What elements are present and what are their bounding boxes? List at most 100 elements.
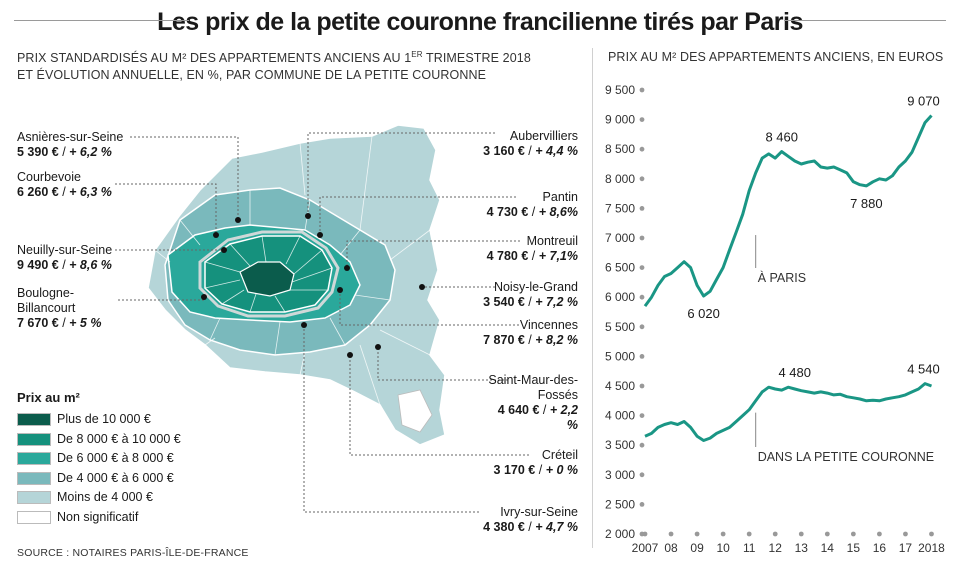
- commune-change: + 8,6 %: [69, 258, 112, 272]
- map-region-paris-centre: [239, 261, 295, 297]
- map-region-non-significant: [397, 389, 433, 433]
- dot-boulogne: [201, 294, 207, 300]
- commune-name: Vincennes: [519, 318, 578, 332]
- x-tick-dot: [772, 531, 778, 537]
- commune-name: Saint-Maur-des-Fossés: [488, 373, 578, 402]
- commune-name: Courbevoie: [17, 170, 81, 184]
- data-label: 9 070: [907, 93, 940, 108]
- legend-label: De 4 000 € à 6 000 €: [57, 470, 174, 485]
- commune-change: + 6,2 %: [69, 145, 112, 159]
- y-tick-dot: [639, 235, 645, 241]
- y-tick-dot: [639, 472, 645, 478]
- commune-price: 6 260 €: [17, 185, 59, 199]
- y-tick-label: 8 000: [605, 172, 635, 186]
- y-tick-dot: [639, 176, 645, 182]
- x-tick-dot: [903, 531, 908, 537]
- series-name-label: À PARIS: [758, 270, 806, 285]
- map-leader-lines: [115, 132, 529, 513]
- commune-label-boulogne: Boulogne-Billancourt 7 670 € / + 5 %: [17, 286, 117, 331]
- commune-price: 4 730 €: [486, 205, 529, 219]
- series-line: [643, 114, 933, 307]
- dot-ivry: [301, 322, 307, 328]
- x-tick-dot: [668, 531, 674, 537]
- data-label: 6 020: [687, 306, 720, 321]
- y-tick-dot: [639, 206, 645, 211]
- y-tick-label: 6 500: [605, 261, 635, 275]
- commune-change: + 7,2 %: [535, 295, 578, 309]
- y-tick-label: 2 000: [605, 527, 635, 541]
- commune-change: + 8,6%: [538, 205, 578, 219]
- commune-price: 7 670 €: [17, 316, 59, 330]
- legend-swatch: [17, 413, 51, 426]
- y-tick-label: 4 500: [605, 379, 635, 393]
- dot-aubervilliers: [305, 213, 311, 219]
- price-line-chart: 2 000 2 500 3 000 3 500 4 000 4 500 5 000 5 500…: [605, 83, 945, 555]
- commune-change: + 8,2 %: [535, 333, 578, 347]
- commune-label-asnieres: Asnières-sur-Seine 5 390 € / + 6,2 %: [17, 130, 124, 159]
- y-tick-label: 7 500: [605, 201, 635, 215]
- x-tick-label: 2018: [918, 541, 945, 555]
- dot-saint-maur: [375, 344, 381, 350]
- y-tick-dot: [639, 265, 645, 270]
- commune-label-aubervilliers: Aubervilliers 3 160 € / + 4,4 %: [483, 129, 578, 158]
- map-subtitle-line-1: PRIX STANDARDISÉS AU M² DES APPARTEMENTS…: [17, 50, 531, 66]
- x-tick-dot: [694, 531, 700, 537]
- commune-name: Neuilly-sur-Seine: [17, 243, 113, 257]
- x-tick-dot: [850, 531, 856, 537]
- x-tick-label: 08: [664, 541, 678, 555]
- commune-label-montreuil: Montreuil 4 780 € / + 7,1%: [486, 234, 578, 263]
- title-rule-right: [784, 20, 946, 21]
- commune-label-ivry: Ivry-sur-Seine 4 380 € / + 4,7 %: [483, 505, 578, 534]
- legend-swatch: [17, 491, 51, 504]
- x-tick-dot: [929, 531, 934, 537]
- y-tick-label: 6 000: [605, 290, 635, 304]
- legend-swatch: [17, 432, 51, 446]
- commune-label-vincennes: Vincennes 7 870 € / + 8,2 %: [483, 318, 578, 347]
- data-label: 4 480: [778, 365, 811, 380]
- x-tick-label: 10: [716, 541, 730, 555]
- x-tick-label: 14: [821, 541, 835, 555]
- commune-price: 4 640 €: [497, 403, 540, 417]
- y-tick-label: 9 000: [605, 113, 635, 127]
- commune-change: + 5 %: [69, 316, 102, 330]
- legend-swatch: [17, 510, 51, 524]
- commune-name: Ivry-sur-Seine: [500, 505, 578, 519]
- series-name-label: DANS LA PETITE COURONNE: [758, 450, 934, 464]
- commune-change: + 4,4 %: [535, 144, 578, 158]
- map-shapes: [147, 124, 446, 446]
- y-tick-label: 7 000: [605, 231, 635, 245]
- commune-price: 9 490 €: [17, 258, 59, 272]
- y-tick-dot: [639, 442, 645, 448]
- commune-label-courbevoie: Courbevoie 6 260 € / + 6,3 %: [17, 170, 112, 199]
- x-tick-label: 2007: [632, 541, 659, 555]
- y-tick-dot: [639, 413, 645, 418]
- dot-courbevoie: [213, 232, 219, 238]
- commune-name: Boulogne-Billancourt: [17, 286, 76, 315]
- commune-name: Noisy-le-Grand: [493, 280, 578, 294]
- commune-price: 5 390 €: [17, 145, 59, 159]
- dot-creteil: [347, 352, 353, 358]
- commune-label-noisy: Noisy-le-Grand 3 540 € / + 7,2 %: [483, 280, 578, 309]
- x-tick-dot: [824, 531, 830, 537]
- y-tick-dot: [639, 502, 645, 507]
- legend-swatch: [17, 471, 51, 485]
- x-tick-dot: [798, 531, 804, 537]
- x-tick-label: 11: [743, 541, 756, 555]
- commune-change: + 2,2 %: [549, 403, 578, 432]
- data-label: 7 880: [850, 196, 883, 211]
- y-tick-dot: [639, 87, 645, 93]
- commune-change: + 4,7 %: [535, 520, 578, 534]
- commune-price: 3 160 €: [483, 144, 525, 158]
- x-tick-label: 09: [690, 541, 704, 555]
- series-line: [644, 382, 933, 442]
- chart-subtitle: PRIX AU M² DES APPARTEMENTS ANCIENS, EN …: [608, 50, 944, 64]
- legend-swatch: [17, 452, 51, 465]
- commune-change: + 6,3 %: [69, 185, 112, 199]
- commune-label-pantin: Pantin 4 730 € / + 8,6%: [486, 190, 578, 219]
- x-tick-dot: [642, 531, 648, 537]
- title-rule-left: [14, 20, 189, 21]
- commune-name: Pantin: [542, 190, 578, 204]
- data-label: 8 460: [765, 130, 798, 145]
- dot-montreuil: [344, 265, 350, 271]
